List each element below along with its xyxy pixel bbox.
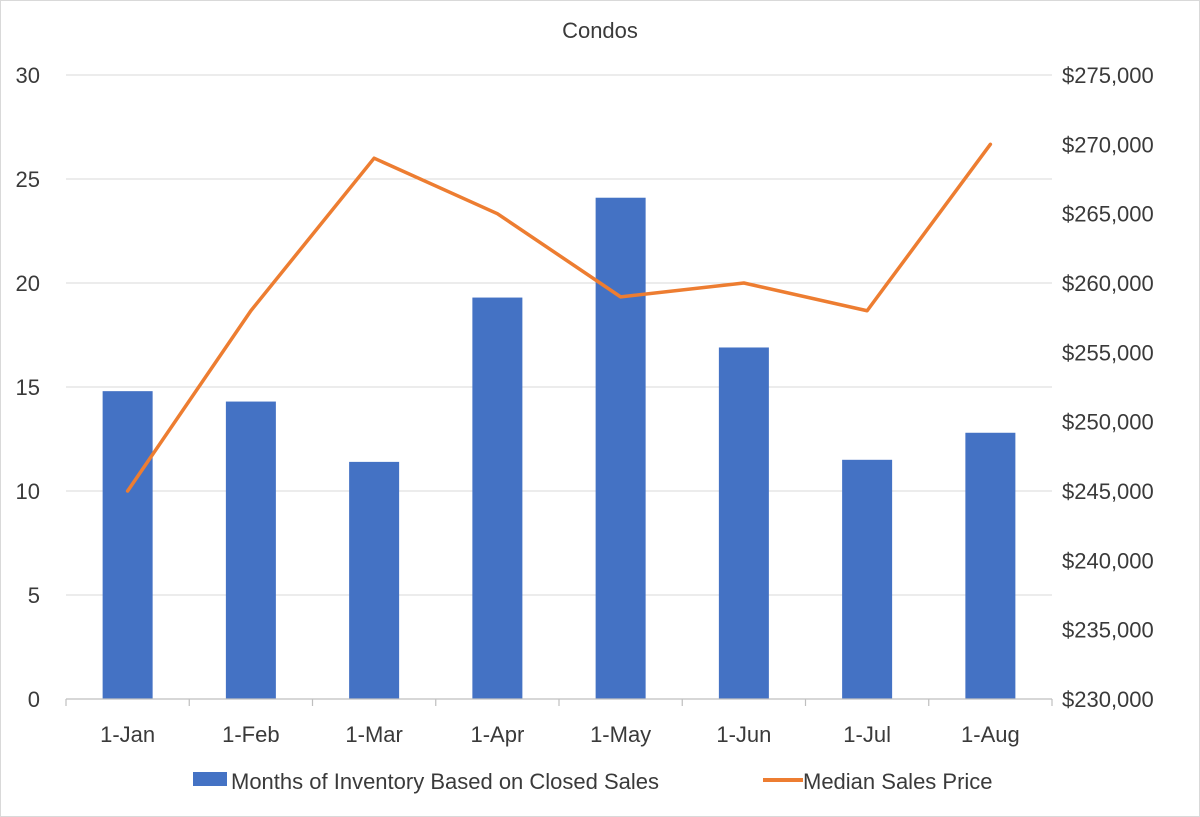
y-right-tick-label: $275,000 [1062,63,1154,88]
legend-label-line: Median Sales Price [803,769,993,794]
bar [595,197,646,699]
y-right-tick-label: $250,000 [1062,410,1154,435]
x-tick-label: 1-Apr [470,722,524,747]
y-left-tick-label: 0 [28,687,40,712]
y-left-tick-label: 20 [16,271,40,296]
x-tick-label: 1-Aug [961,722,1020,747]
x-tick-label: 1-Feb [222,722,279,747]
y-right-tick-label: $235,000 [1062,618,1154,643]
y-left-tick-label: 30 [16,63,40,88]
y-right-tick-label: $270,000 [1062,132,1154,157]
x-tick-label: 1-Jun [716,722,771,747]
median-price-line [125,142,993,493]
y-left-tick-label: 10 [16,479,40,504]
y-right-tick-label: $260,000 [1062,271,1154,296]
y-left-tick-label: 25 [16,167,40,192]
y-right-tick-label: $255,000 [1062,340,1154,365]
line-series [125,142,993,493]
chart-title: Condos [562,18,638,43]
bar [472,297,523,699]
bar [718,347,769,699]
y-left-tick-label: 15 [16,375,40,400]
y-right-tick-label: $245,000 [1062,479,1154,504]
bar-series [102,197,1016,699]
y-right-tick-label: $265,000 [1062,202,1154,227]
legend-swatch-bar [193,772,227,786]
x-tick-label: 1-May [590,722,651,747]
y-right-tick-label: $240,000 [1062,548,1154,573]
bar [349,461,400,699]
bar [225,401,276,699]
y-left-tick-label: 5 [28,583,40,608]
x-tick-label: 1-Mar [345,722,402,747]
y-right-tick-label: $230,000 [1062,687,1154,712]
axes: 0 5 10 15 20 25 30 $230,000 $235,000 $240,000 $245… [16,63,1154,747]
bar [102,391,153,699]
x-tick-label: 1-Jul [843,722,891,747]
bar [965,432,1016,699]
legend-label-bar: Months of Inventory Based on Closed Sale… [231,769,659,794]
bar [842,459,893,699]
x-tick-label: 1-Jan [100,722,155,747]
legend: Months of Inventory Based on Closed Sale… [193,769,993,794]
